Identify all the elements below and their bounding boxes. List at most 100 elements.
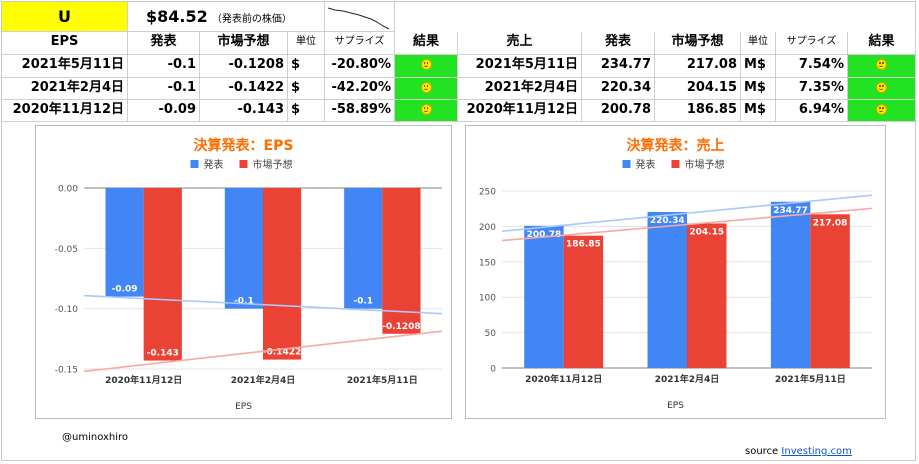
y-tick-label: 100 <box>479 294 496 304</box>
rev-forecast-cell: 204.15 <box>655 78 741 100</box>
eps-surprise-cell: -20.80% <box>325 55 395 78</box>
eps-actual-cell: -0.1 <box>128 55 200 78</box>
eps-result-cell <box>395 55 458 78</box>
eps-actual-cell: -0.1 <box>128 78 200 100</box>
eps-header-cell: 単位 <box>288 32 325 55</box>
price-sparkline <box>327 7 390 30</box>
bar-actual <box>105 188 144 297</box>
eps-unit-cell: $ <box>288 78 325 100</box>
eps-header-cell: 結果 <box>395 32 458 55</box>
eps-forecast-cell: -0.1208 <box>200 55 288 78</box>
bar-data-label: -0.1422 <box>263 348 301 358</box>
bar-forecast <box>143 188 182 361</box>
trendline-forecast <box>83 330 443 373</box>
y-tick-label: 200 <box>479 223 496 233</box>
chart-title: 決算発表：売上 <box>627 137 725 154</box>
rev-actual-cell: 234.77 <box>582 55 655 78</box>
eps-result-cell <box>395 78 458 100</box>
source-label: source <box>745 446 779 457</box>
ticker-symbol: U <box>58 7 71 26</box>
bar-forecast <box>563 235 604 368</box>
y-tick-label: -0.10 <box>55 305 79 315</box>
x-tick-label: 2021年5月11日 <box>347 374 418 386</box>
rev-result-cell <box>848 78 916 100</box>
ticker-cell: U <box>2 2 128 32</box>
y-tick-label: 250 <box>479 188 496 198</box>
eps-chart-panel: 決算発表：EPS 発表 市場予想 0.00 -0.05 -0.10 -0.15 -0.09 -0… <box>35 125 452 419</box>
author-handle: @uminoxhiro <box>62 432 129 443</box>
x-tick-label: 2021年2月4日 <box>231 374 296 386</box>
eps-header-cell: 発表 <box>128 32 200 55</box>
x-axis-label: EPS <box>235 402 252 412</box>
bar-data-label: -0.143 <box>147 349 179 359</box>
sparkline-cell <box>325 2 395 32</box>
bar-data-label: -0.1 <box>234 297 254 307</box>
bar-data-label: 234.77 <box>773 206 808 216</box>
eps-forecast-cell: -0.143 <box>200 100 288 122</box>
rev-unit-cell: M$ <box>741 55 776 78</box>
legend-swatch-forecast <box>239 160 248 168</box>
rev-date-cell: 2020年11月12日 <box>458 100 582 122</box>
legend-swatch-actual <box>190 160 199 168</box>
bar-actual <box>524 225 564 368</box>
trendline-forecast <box>501 207 873 242</box>
rev-actual-cell: 200.78 <box>582 100 655 122</box>
y-tick-label: 150 <box>479 258 496 268</box>
bar-data-label: 204.15 <box>689 227 724 237</box>
eps-actual-cell: -0.09 <box>128 100 200 122</box>
legend-label: 発表 <box>636 158 656 171</box>
bar-data-label: 217.08 <box>813 218 848 228</box>
bar-data-label: 200.78 <box>527 230 562 240</box>
bar-actual <box>344 188 383 309</box>
smiley-icon <box>876 59 887 70</box>
bar-forecast <box>687 223 727 368</box>
eps-result-cell <box>395 100 458 122</box>
eps-forecast-cell: -0.1422 <box>200 78 288 100</box>
chart-title: 決算発表：EPS <box>194 137 294 154</box>
rev-actual-cell: 220.34 <box>582 78 655 100</box>
eps-header-cell: サプライズ <box>325 32 395 55</box>
eps-unit-cell: $ <box>288 100 325 122</box>
rev-surprise-cell: 6.94% <box>776 100 848 122</box>
bar-forecast <box>263 188 302 360</box>
legend-label: 市場予想 <box>253 158 293 171</box>
y-tick-label: 0.00 <box>58 185 78 195</box>
rev-header-cell: 結果 <box>848 32 916 55</box>
rev-unit-cell: M$ <box>741 100 776 122</box>
eps-unit-cell: $ <box>288 55 325 78</box>
rev-header-cell: 単位 <box>741 32 776 55</box>
smiley-icon <box>876 104 887 115</box>
source-credit: source Investing.com <box>745 446 852 457</box>
smiley-icon <box>420 82 432 93</box>
source-link[interactable]: Investing.com <box>781 446 852 457</box>
bar-data-label: -0.1208 <box>382 322 420 332</box>
rev-forecast-cell: 186.85 <box>655 100 741 122</box>
rev-header-cell: 売上 <box>458 32 582 55</box>
legend-swatch-actual <box>622 160 631 168</box>
trendline-actual <box>83 294 443 315</box>
rev-date-cell: 2021年5月11日 <box>458 55 582 78</box>
price-value: $84.52 <box>146 7 208 26</box>
rev-result-cell <box>848 55 916 78</box>
legend-label: 発表 <box>204 158 224 171</box>
rev-unit-cell: M$ <box>741 78 776 100</box>
x-tick-label: 2020年11月12日 <box>525 373 602 385</box>
bar-actual <box>224 188 263 309</box>
rev-result-cell <box>848 100 916 122</box>
trendline-actual <box>501 194 873 233</box>
rev-surprise-cell: 7.54% <box>776 55 848 78</box>
bar-forecast <box>810 214 850 368</box>
legend-label: 市場予想 <box>685 158 725 171</box>
x-tick-label: 2020年11月12日 <box>105 374 182 386</box>
eps-date-cell: 2021年5月11日 <box>2 55 128 78</box>
eps-date-cell: 2020年11月12日 <box>2 100 128 122</box>
y-tick-label: 50 <box>485 329 497 339</box>
bar-data-label: -0.1 <box>353 297 373 307</box>
revenue-chart-panel: 決算発表：売上 発表 市場予想 0 50 100 150 200 250 200.78 186.85… <box>465 125 886 419</box>
eps-surprise-cell: -58.89% <box>325 100 395 122</box>
eps-header-cell: EPS <box>2 32 128 55</box>
rev-header-cell: 市場予想 <box>655 32 741 55</box>
price-note: （発表前の株価） <box>211 14 292 25</box>
bar-data-label: -0.09 <box>112 285 138 295</box>
